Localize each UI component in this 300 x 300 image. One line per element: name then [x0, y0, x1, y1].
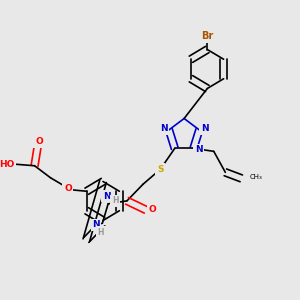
Text: N: N [92, 220, 100, 229]
Text: O: O [148, 205, 156, 214]
Text: N: N [195, 145, 202, 154]
Text: O: O [35, 137, 43, 146]
Text: HO: HO [0, 160, 15, 169]
Text: H: H [112, 196, 119, 205]
Text: S: S [157, 165, 164, 174]
Text: H: H [98, 228, 104, 237]
Text: CH₃: CH₃ [250, 174, 263, 180]
Text: N: N [160, 124, 168, 133]
Text: N: N [201, 124, 208, 133]
Text: O: O [64, 184, 72, 193]
Text: N: N [103, 192, 110, 201]
Text: Br: Br [201, 31, 213, 41]
